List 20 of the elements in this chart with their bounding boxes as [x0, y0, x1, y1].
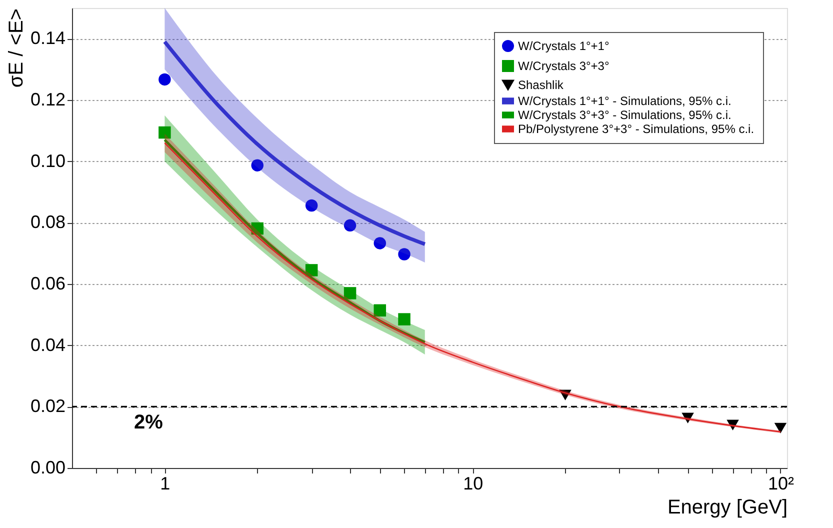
legend-label: Shashlik — [518, 78, 564, 92]
legend-label: W/Crystals 3°+3° — [518, 59, 610, 73]
legend-label: W/Crystals 1°+1° — [518, 39, 610, 53]
y-tick-label: 0.10 — [30, 150, 66, 171]
y-tick-label: 0.02 — [30, 396, 66, 416]
y-tick-label: 0.14 — [30, 28, 66, 48]
x-axis-title: Energy [GeV] — [667, 496, 788, 518]
x-tick-label: 10² — [768, 474, 794, 494]
x-tick-label: 1 — [160, 474, 170, 494]
legend-label: Pb/Polystyrene 3°+3° - Simulations, 95% c.i. — [518, 122, 754, 136]
y-tick-label: 0.00 — [30, 458, 66, 478]
y-tick-label: 0.08 — [30, 212, 66, 232]
y-tick-label: 0.04 — [30, 334, 66, 355]
x-tick-label: 10 — [463, 474, 484, 494]
y-axis-title: σE / <E> — [5, 8, 28, 88]
ref-line-label: 2% — [134, 412, 164, 434]
legend-label: W/Crystals 3°+3° - Simulations, 95% c.i. — [518, 108, 732, 122]
y-tick-label: 0.12 — [30, 90, 66, 110]
y-tick-label: 0.06 — [30, 274, 66, 294]
legend-label: W/Crystals 1°+1° - Simulations, 95% c.i. — [518, 94, 732, 108]
